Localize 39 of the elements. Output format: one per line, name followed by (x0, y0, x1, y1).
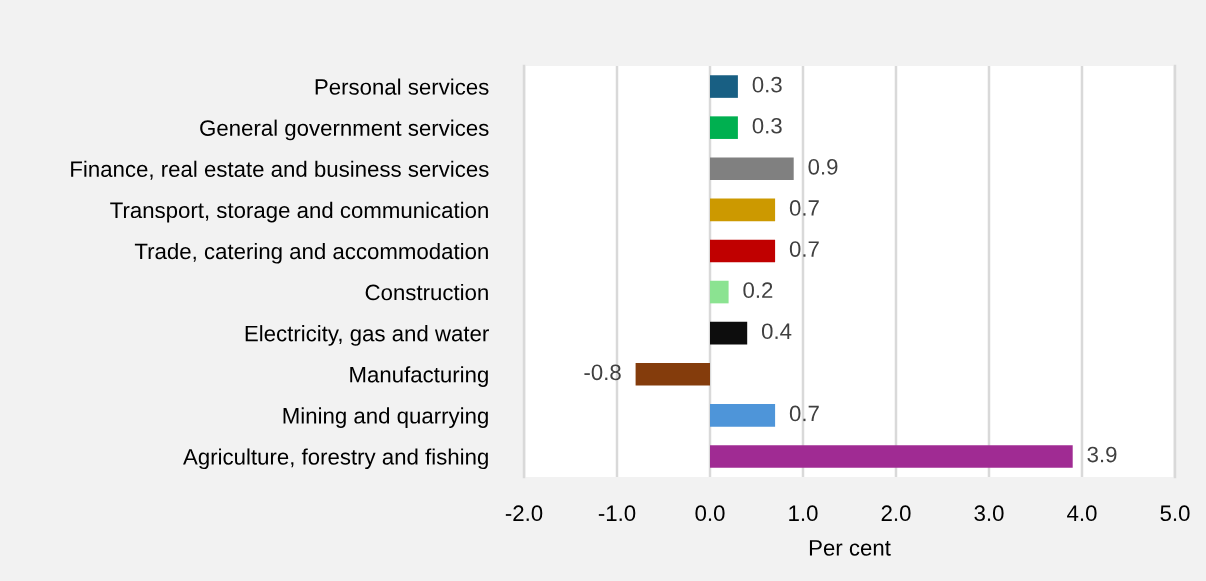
bar (710, 198, 776, 222)
data-label: 0.9 (808, 158, 838, 175)
y-tick-label: Construction (365, 284, 488, 301)
bar (710, 445, 1073, 468)
x-tick-label: 0.0 (695, 505, 725, 522)
y-tick-label: Mining and quarrying (283, 407, 488, 429)
data-label: 0.3 (752, 76, 782, 93)
x-axis-title: Per cent (809, 540, 891, 556)
bar (710, 239, 776, 263)
x-tick-label: 1.0 (789, 505, 818, 522)
bar (710, 116, 738, 139)
x-tick-label: 2.0 (881, 505, 911, 522)
data-label: 0.7 (789, 241, 819, 257)
bar (710, 157, 794, 181)
y-tick-label: Manufacturing (350, 366, 488, 387)
x-tick-label: 5.0 (1160, 505, 1190, 522)
data-label: 0.4 (761, 323, 792, 340)
x-tick-label: 3.0 (974, 505, 1004, 522)
bar (710, 404, 776, 427)
x-tick-label: -1.0 (598, 505, 636, 522)
data-label: -0.8 (584, 364, 621, 381)
bar (710, 75, 738, 98)
y-tick-label: General government services (200, 119, 489, 141)
y-tick-label: Electricity, gas and water (245, 325, 489, 346)
data-label: 3.9 (1087, 446, 1117, 463)
bar (710, 321, 748, 345)
y-tick-label: Finance, real estate and business services (71, 160, 489, 180)
data-label: 0.7 (789, 200, 819, 216)
y-tick-label: Agriculture, forestry and fishing (183, 448, 488, 470)
y-tick-label: Trade, catering and accommodation (134, 242, 488, 264)
y-tick-label: Personal services (315, 78, 489, 95)
bar (710, 280, 729, 304)
data-label: 0.3 (752, 117, 782, 134)
x-tick-label: -2.0 (505, 505, 543, 522)
data-label: 0.2 (743, 282, 773, 299)
x-tick-label: 4.0 (1067, 505, 1097, 522)
y-tick-label: Transport, storage and communication (110, 201, 488, 223)
data-label: 0.7 (789, 405, 819, 422)
bar (635, 362, 710, 386)
